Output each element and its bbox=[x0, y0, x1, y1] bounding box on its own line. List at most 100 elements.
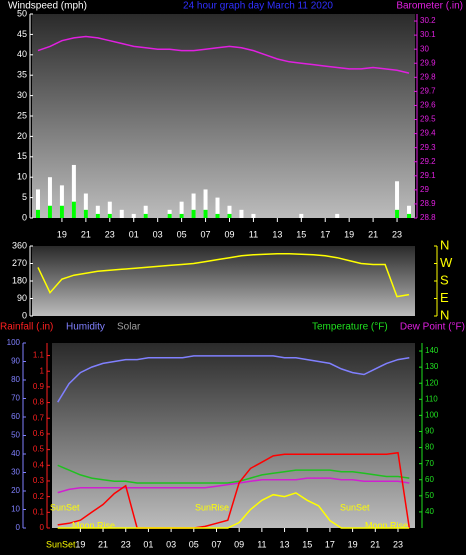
y2-tick-label: 28.8 bbox=[420, 213, 436, 222]
axis-title: Windspeed (mph) bbox=[8, 1, 87, 12]
y-tick-label: 10 bbox=[17, 172, 27, 182]
y3-tick-label: 100 bbox=[7, 338, 21, 347]
x-tick-label: 21 bbox=[370, 539, 380, 549]
y-tick-label: 180 bbox=[12, 275, 27, 285]
x-tick-label: 19 bbox=[348, 539, 358, 549]
y-tick-label: 15 bbox=[17, 151, 27, 161]
axis-title: Humidity bbox=[66, 322, 105, 333]
series-line bbox=[57, 477, 410, 494]
annotation: Moon Rise bbox=[72, 520, 115, 530]
y-tick-label: 20 bbox=[17, 131, 27, 141]
x-tick-label: 23 bbox=[105, 229, 115, 239]
bar bbox=[47, 177, 52, 218]
y-tick-label: 0.5 bbox=[33, 445, 45, 454]
bar bbox=[179, 201, 184, 218]
y2-tick-label: 29.3 bbox=[420, 143, 436, 152]
plot-area bbox=[32, 14, 415, 218]
y-tick-label: 35 bbox=[17, 70, 27, 80]
x-tick-label: 03 bbox=[166, 539, 176, 549]
y2-tick-label: 29 bbox=[420, 185, 429, 194]
annotation: SunRise bbox=[195, 502, 229, 512]
bar bbox=[107, 201, 112, 218]
series-line bbox=[57, 464, 410, 484]
x-tick-label: 19 bbox=[75, 539, 85, 549]
x-tick-label: 13 bbox=[280, 539, 290, 549]
y-tick-label: 0.8 bbox=[33, 398, 45, 407]
bar bbox=[227, 205, 232, 218]
x-tick-label: 07 bbox=[211, 539, 221, 549]
y2-tick-label: N bbox=[440, 237, 449, 252]
y2-tick-label: 30.2 bbox=[420, 16, 436, 25]
y-tick-label: 0.9 bbox=[33, 382, 45, 391]
y-tick-label: 0.2 bbox=[33, 492, 45, 501]
y2-tick-label: 30.1 bbox=[420, 30, 436, 39]
x-tick-label: 11 bbox=[249, 229, 258, 239]
x-tick-label: 15 bbox=[302, 539, 312, 549]
y2-tick-label: 80 bbox=[425, 443, 434, 452]
bar bbox=[191, 209, 196, 218]
bar bbox=[395, 181, 400, 218]
bar bbox=[131, 213, 136, 218]
bar bbox=[35, 209, 40, 218]
bar bbox=[191, 193, 196, 218]
y2-tick-label: 130 bbox=[425, 362, 439, 371]
y2-tick-label: 140 bbox=[425, 346, 439, 355]
y2-tick-label: W bbox=[440, 255, 453, 270]
y-tick-label: 40 bbox=[17, 49, 27, 59]
y2-tick-label: N bbox=[440, 307, 449, 322]
bar bbox=[95, 213, 100, 218]
plot-area bbox=[32, 246, 415, 316]
y2-tick-label: 90 bbox=[425, 427, 434, 436]
bar bbox=[215, 213, 220, 218]
y-tick-label: 0.7 bbox=[33, 413, 45, 422]
y-tick-label: 0 bbox=[22, 212, 27, 222]
bar bbox=[179, 213, 184, 218]
x-tick-label: 21 bbox=[98, 539, 108, 549]
x-tick-label: 05 bbox=[189, 539, 199, 549]
x-tick-label: 15 bbox=[296, 229, 306, 239]
y-tick-label: 0.3 bbox=[33, 476, 45, 485]
y-tick-label: 0 bbox=[22, 310, 27, 320]
x-tick-label: 13 bbox=[272, 229, 282, 239]
bar bbox=[203, 189, 208, 218]
x-tick-label: 23 bbox=[393, 539, 403, 549]
y2-tick-label: 28.9 bbox=[420, 199, 436, 208]
axis-title: Dew Point (°F) bbox=[400, 322, 465, 333]
y2-tick-label: 29.6 bbox=[420, 101, 436, 110]
series-line bbox=[37, 35, 410, 74]
y-tick-label: 0.4 bbox=[33, 460, 45, 469]
x-tick-label: 09 bbox=[234, 539, 244, 549]
x-tick-label: 03 bbox=[153, 229, 163, 239]
x-tick-label: 01 bbox=[129, 229, 139, 239]
bar bbox=[143, 205, 148, 218]
y2-tick-label: 29.7 bbox=[420, 86, 436, 95]
x-tick-label: 21 bbox=[81, 229, 91, 239]
y2-tick-label: 29.5 bbox=[420, 115, 436, 124]
y-tick-label: 45 bbox=[17, 29, 27, 39]
bar bbox=[83, 209, 88, 218]
y3-tick-label: 90 bbox=[11, 357, 20, 366]
bar bbox=[215, 197, 220, 218]
series-line bbox=[57, 451, 411, 529]
y2-tick-label: 110 bbox=[425, 394, 438, 403]
x-tick-label: 01 bbox=[143, 539, 153, 549]
x-tick-label: 21 bbox=[368, 229, 378, 239]
bar bbox=[227, 213, 232, 218]
plot-area bbox=[52, 343, 415, 528]
y2-tick-label: 40 bbox=[425, 507, 434, 516]
y3-tick-label: 80 bbox=[11, 375, 20, 384]
y3-tick-label: 20 bbox=[11, 486, 20, 495]
annotation: SunSet bbox=[340, 502, 370, 512]
bar bbox=[203, 209, 208, 218]
bar bbox=[47, 205, 52, 218]
y3-tick-label: 40 bbox=[11, 449, 20, 458]
bar bbox=[395, 209, 400, 218]
y-tick-label: 50 bbox=[17, 8, 27, 18]
bar bbox=[95, 205, 100, 218]
y-tick-label: 25 bbox=[17, 110, 27, 120]
bar bbox=[71, 164, 76, 218]
bar bbox=[59, 185, 64, 218]
y-tick-label: 1.1 bbox=[33, 351, 45, 360]
bar bbox=[119, 209, 124, 218]
y2-tick-label: 30 bbox=[420, 44, 429, 53]
